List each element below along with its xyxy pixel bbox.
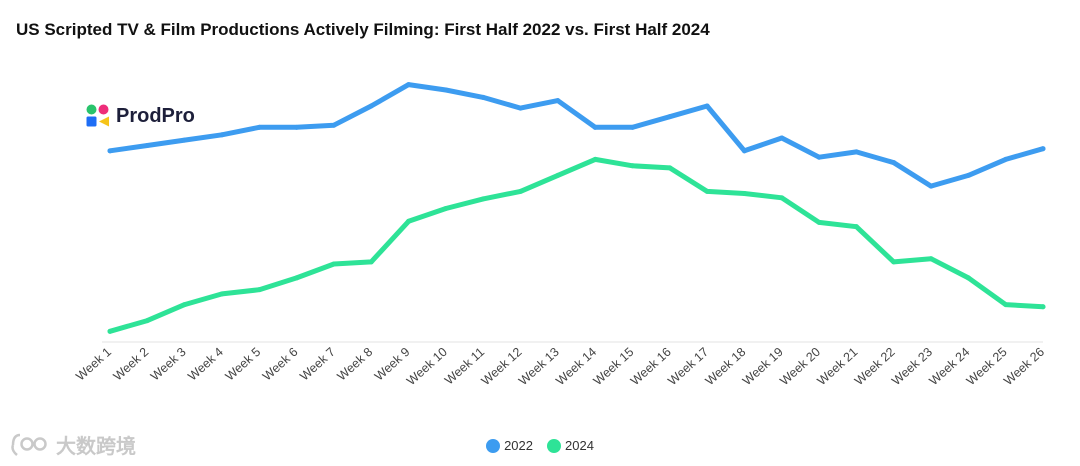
x-tick-label: Week 4 xyxy=(185,345,226,384)
data-point-2024[interactable] xyxy=(928,256,934,262)
x-tick-label: Week 12 xyxy=(479,345,525,388)
data-point-2022[interactable] xyxy=(965,172,971,178)
data-point-2024[interactable] xyxy=(555,172,561,178)
x-tick-label: Week 22 xyxy=(852,345,898,388)
series-layer xyxy=(107,82,1046,334)
data-point-2022[interactable] xyxy=(144,142,150,148)
series-line-2024[interactable] xyxy=(107,156,1046,334)
data-point-2024[interactable] xyxy=(1040,304,1046,310)
data-point-2024[interactable] xyxy=(107,328,113,334)
data-point-2024[interactable] xyxy=(144,318,150,324)
data-point-2022[interactable] xyxy=(518,105,524,111)
data-point-2024[interactable] xyxy=(294,275,300,281)
data-point-2022[interactable] xyxy=(1040,146,1046,152)
prodpro-logo: ProdPro xyxy=(86,104,195,128)
data-point-2022[interactable] xyxy=(555,98,561,104)
data-point-2022[interactable] xyxy=(928,183,934,189)
x-tick-label: Week 19 xyxy=(740,345,786,388)
x-tick-label: Week 21 xyxy=(815,345,861,388)
data-point-2024[interactable] xyxy=(704,188,710,194)
data-point-2024[interactable] xyxy=(629,163,635,169)
data-point-2022[interactable] xyxy=(816,154,822,160)
x-tick-label: Week 2 xyxy=(111,345,152,384)
prodpro-logo-icon xyxy=(86,104,109,127)
x-tick-label: Week 24 xyxy=(927,345,973,388)
data-point-2022[interactable] xyxy=(107,148,113,154)
legend-item-2022[interactable]: 2022 xyxy=(486,438,533,453)
legend-label-2024: 2024 xyxy=(565,438,594,453)
data-point-2022[interactable] xyxy=(443,87,449,93)
data-point-2024[interactable] xyxy=(891,259,897,265)
data-point-2022[interactable] xyxy=(1003,156,1009,162)
x-tick-label: Week 23 xyxy=(889,345,935,388)
data-point-2022[interactable] xyxy=(853,149,859,155)
data-point-2022[interactable] xyxy=(294,124,300,130)
data-point-2024[interactable] xyxy=(518,188,524,194)
x-tick-label: Week 1 xyxy=(73,345,114,384)
prodpro-logo-text: ProdPro xyxy=(116,104,195,127)
x-tick-label: Week 16 xyxy=(628,345,674,388)
data-point-2024[interactable] xyxy=(182,302,188,308)
data-point-2024[interactable] xyxy=(741,191,747,197)
x-tick-label: Week 8 xyxy=(335,345,376,384)
data-point-2024[interactable] xyxy=(816,219,822,225)
x-tick-label: Week 7 xyxy=(297,345,338,384)
data-point-2022[interactable] xyxy=(331,122,337,128)
watermark: 大数跨境 xyxy=(10,430,136,459)
data-point-2022[interactable] xyxy=(741,148,747,154)
x-tick-label: Week 10 xyxy=(404,345,450,388)
series-line-2022[interactable] xyxy=(107,82,1046,189)
x-tick-label: Week 18 xyxy=(703,345,749,388)
x-tick-label: Week 25 xyxy=(964,345,1010,388)
data-point-2022[interactable] xyxy=(406,82,412,88)
data-point-2024[interactable] xyxy=(853,224,859,230)
legend: 2022 2024 xyxy=(0,438,1080,453)
data-point-2022[interactable] xyxy=(219,132,225,138)
data-point-2024[interactable] xyxy=(256,287,262,293)
data-point-2022[interactable] xyxy=(629,124,635,130)
x-tick-label: Week 20 xyxy=(777,345,823,388)
data-point-2022[interactable] xyxy=(891,160,897,166)
data-point-2024[interactable] xyxy=(965,275,971,281)
watermark-icon xyxy=(11,433,47,456)
x-tick-label: Week 6 xyxy=(260,345,301,384)
x-tick-label: Week 14 xyxy=(553,345,599,388)
legend-swatch-2024 xyxy=(547,438,561,453)
x-tick-label: Week 15 xyxy=(591,345,637,388)
x-tick-label: Week 3 xyxy=(148,345,189,384)
legend-swatch-2022 xyxy=(486,438,501,453)
x-tick-label: Week 17 xyxy=(665,345,711,388)
data-point-2024[interactable] xyxy=(779,195,785,201)
legend-item-2024[interactable]: 2024 xyxy=(547,438,594,453)
data-point-2022[interactable] xyxy=(779,135,785,141)
data-point-2022[interactable] xyxy=(667,114,673,120)
data-point-2024[interactable] xyxy=(331,261,337,267)
data-point-2024[interactable] xyxy=(592,156,598,162)
watermark-text: 大数跨境 xyxy=(56,436,136,458)
chart-title: US Scripted TV & Film Productions Active… xyxy=(16,20,710,39)
x-tick-label: Week 26 xyxy=(1001,345,1047,388)
data-point-2022[interactable] xyxy=(256,124,262,130)
data-point-2022[interactable] xyxy=(704,103,710,109)
data-point-2022[interactable] xyxy=(182,137,188,143)
data-point-2024[interactable] xyxy=(219,291,225,297)
x-tick-label: Week 5 xyxy=(223,345,264,384)
data-point-2024[interactable] xyxy=(368,259,374,265)
data-point-2022[interactable] xyxy=(592,124,598,130)
data-point-2022[interactable] xyxy=(480,94,486,100)
data-point-2024[interactable] xyxy=(480,196,486,202)
x-tick-label: Week 13 xyxy=(516,345,562,388)
data-point-2022[interactable] xyxy=(368,103,374,109)
data-point-2024[interactable] xyxy=(1003,302,1009,308)
legend-label-2022: 2022 xyxy=(504,438,533,453)
data-point-2024[interactable] xyxy=(443,206,449,211)
data-point-2024[interactable] xyxy=(406,218,412,224)
data-point-2024[interactable] xyxy=(667,165,673,171)
